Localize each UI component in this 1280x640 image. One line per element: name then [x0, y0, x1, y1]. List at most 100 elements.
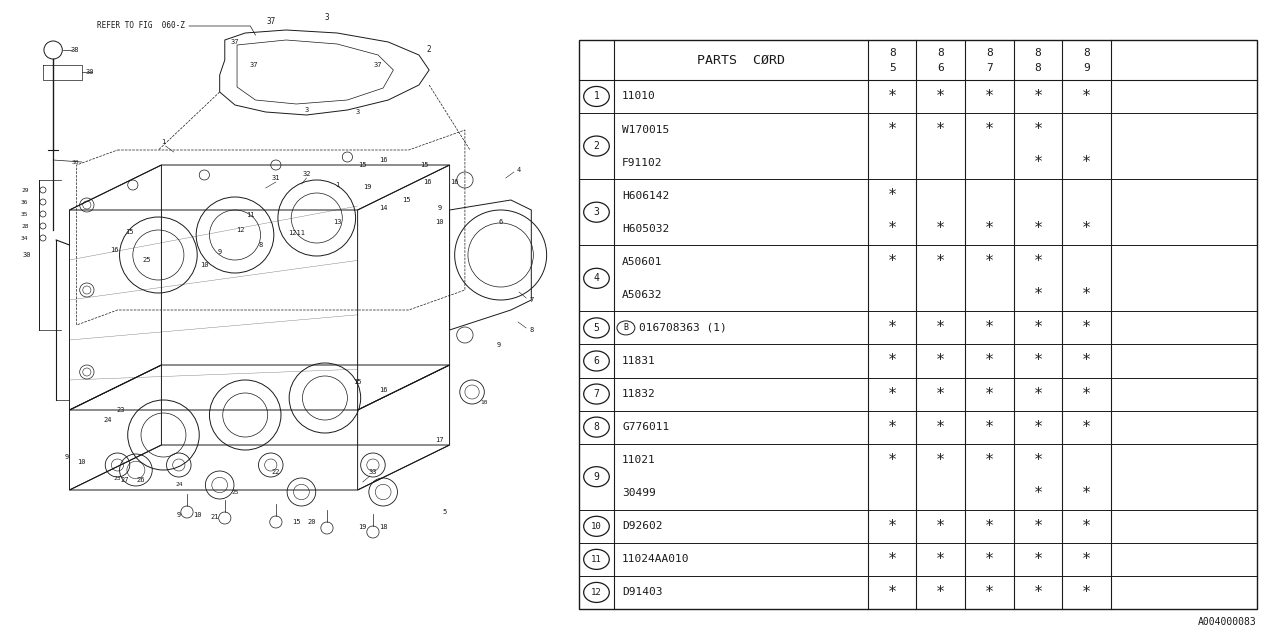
Circle shape — [584, 86, 609, 106]
Text: *: * — [1033, 89, 1043, 104]
Text: 10: 10 — [591, 522, 602, 531]
Text: 24: 24 — [102, 417, 111, 423]
Text: 25: 25 — [143, 257, 151, 263]
Text: *: * — [1033, 585, 1043, 600]
Text: 25: 25 — [232, 490, 239, 495]
Text: 4: 4 — [517, 167, 521, 173]
Text: 37: 37 — [266, 17, 275, 26]
Text: 12: 12 — [591, 588, 602, 597]
Text: *: * — [887, 519, 897, 534]
Circle shape — [584, 351, 609, 371]
Text: 8: 8 — [1083, 47, 1091, 58]
Text: G776011: G776011 — [622, 422, 669, 432]
Text: *: * — [1082, 155, 1092, 170]
Circle shape — [584, 516, 609, 536]
Text: 30499: 30499 — [622, 488, 655, 499]
Text: 11832: 11832 — [622, 389, 655, 399]
Text: *: * — [1033, 321, 1043, 335]
Text: A004000083: A004000083 — [1198, 617, 1257, 627]
Text: *: * — [887, 221, 897, 236]
Text: 12: 12 — [236, 227, 244, 233]
Text: *: * — [936, 585, 946, 600]
Text: 11010: 11010 — [622, 92, 655, 102]
Text: *: * — [936, 452, 946, 468]
Text: *: * — [1033, 122, 1043, 137]
Text: 21: 21 — [210, 514, 219, 520]
Text: 10: 10 — [435, 219, 444, 225]
Text: 6: 6 — [594, 356, 599, 366]
Text: 2: 2 — [594, 141, 599, 151]
Text: *: * — [1033, 552, 1043, 567]
Text: 22: 22 — [271, 469, 280, 475]
Text: F91102: F91102 — [622, 157, 663, 168]
Text: *: * — [887, 254, 897, 269]
Text: *: * — [936, 221, 946, 236]
Text: 016708363 (1): 016708363 (1) — [639, 323, 727, 333]
Text: A50601: A50601 — [622, 257, 663, 267]
Text: *: * — [1082, 585, 1092, 600]
Text: 34: 34 — [20, 236, 28, 241]
Text: *: * — [1082, 519, 1092, 534]
Text: *: * — [984, 221, 995, 236]
Text: 15: 15 — [420, 162, 429, 168]
Text: 19: 19 — [364, 184, 372, 190]
Circle shape — [584, 384, 609, 404]
Text: 2: 2 — [426, 45, 431, 54]
Text: 33: 33 — [369, 469, 378, 475]
Text: 9: 9 — [438, 205, 442, 211]
Text: B: B — [623, 323, 628, 332]
Text: *: * — [1033, 221, 1043, 236]
Text: *: * — [1082, 552, 1092, 567]
Text: 11: 11 — [246, 212, 255, 218]
Text: 11831: 11831 — [622, 356, 655, 366]
Text: 10: 10 — [193, 512, 201, 518]
Text: 36: 36 — [20, 200, 28, 205]
Text: W170015: W170015 — [622, 125, 669, 134]
Text: 5: 5 — [888, 63, 896, 73]
Text: *: * — [1033, 155, 1043, 170]
Text: D91403: D91403 — [622, 588, 663, 597]
Text: *: * — [936, 353, 946, 369]
Text: *: * — [1082, 287, 1092, 302]
Text: 8: 8 — [937, 47, 945, 58]
Text: 15: 15 — [353, 379, 362, 385]
Text: 16: 16 — [110, 247, 119, 253]
Circle shape — [584, 549, 609, 570]
Text: *: * — [887, 188, 897, 203]
Text: 16: 16 — [422, 179, 431, 185]
Text: 15: 15 — [125, 229, 134, 235]
Text: 16: 16 — [379, 157, 388, 163]
Circle shape — [584, 582, 609, 602]
Text: *: * — [1033, 254, 1043, 269]
Text: *: * — [984, 519, 995, 534]
Text: 1: 1 — [335, 182, 339, 188]
Circle shape — [584, 136, 609, 156]
Text: *: * — [936, 321, 946, 335]
Text: *: * — [984, 254, 995, 269]
Text: *: * — [984, 452, 995, 468]
Text: *: * — [1082, 420, 1092, 435]
Text: 1: 1 — [161, 139, 165, 145]
Text: 11021: 11021 — [622, 455, 655, 465]
Text: 11: 11 — [591, 555, 602, 564]
Text: *: * — [887, 585, 897, 600]
Text: *: * — [936, 420, 946, 435]
Text: 9: 9 — [177, 512, 180, 518]
Text: *: * — [984, 122, 995, 137]
Text: *: * — [887, 89, 897, 104]
Text: 16: 16 — [451, 179, 460, 185]
Text: *: * — [1033, 486, 1043, 500]
Text: *: * — [887, 122, 897, 137]
Text: *: * — [1033, 452, 1043, 468]
Circle shape — [584, 202, 609, 222]
Text: *: * — [1033, 387, 1043, 401]
Text: *: * — [1082, 221, 1092, 236]
Text: 17: 17 — [435, 437, 444, 443]
Circle shape — [584, 268, 609, 289]
Text: 6: 6 — [498, 219, 503, 225]
Text: *: * — [984, 89, 995, 104]
Text: 8: 8 — [888, 47, 896, 58]
Text: *: * — [887, 452, 897, 468]
Text: 9: 9 — [497, 342, 500, 348]
Text: 4: 4 — [594, 273, 599, 284]
